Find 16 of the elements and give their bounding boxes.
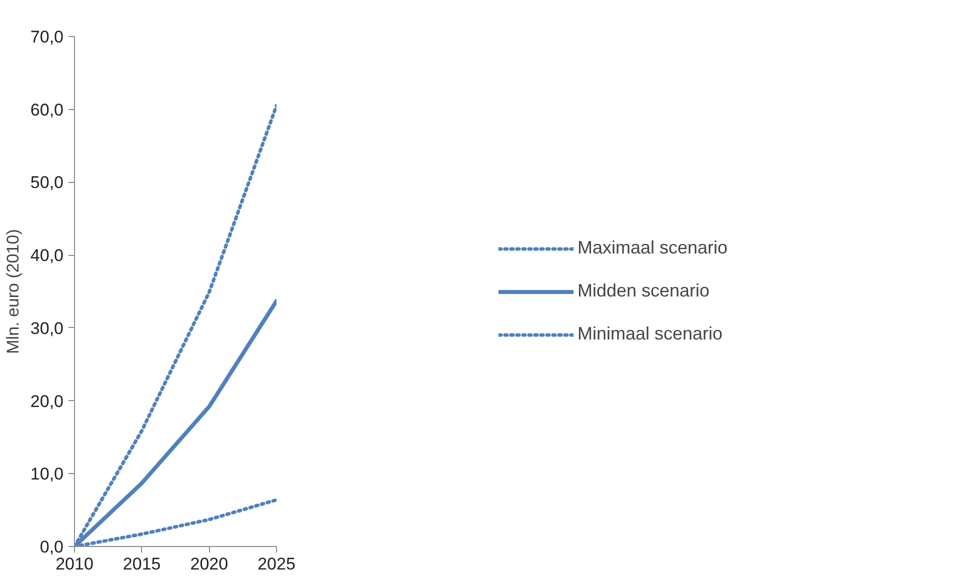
y-tick-label: 40,0 [30, 246, 64, 266]
y-tick-label: 0,0 [40, 538, 64, 556]
legend-label: Midden scenario [577, 280, 710, 302]
y-tick-label: 10,0 [30, 464, 64, 484]
x-tick-label: 2020 [190, 554, 228, 574]
legend-label: Maximaal scenario [577, 238, 728, 258]
y-tick-label: 20,0 [30, 392, 64, 411]
legend-label: Minimaal scenario [577, 324, 723, 344]
x-tick-label: 2010 [56, 554, 94, 574]
y-tick-label: 60,0 [30, 100, 64, 120]
x-tick-label: 2015 [122, 554, 161, 574]
y-tick-label: 70,0 [30, 28, 64, 46]
y-tick-label: 50,0 [30, 173, 64, 192]
x-tick-label: 2025 [258, 554, 296, 574]
y-axis-title: Mln. euro (2010) [3, 229, 22, 354]
y-tick-label: 30,0 [30, 318, 64, 338]
